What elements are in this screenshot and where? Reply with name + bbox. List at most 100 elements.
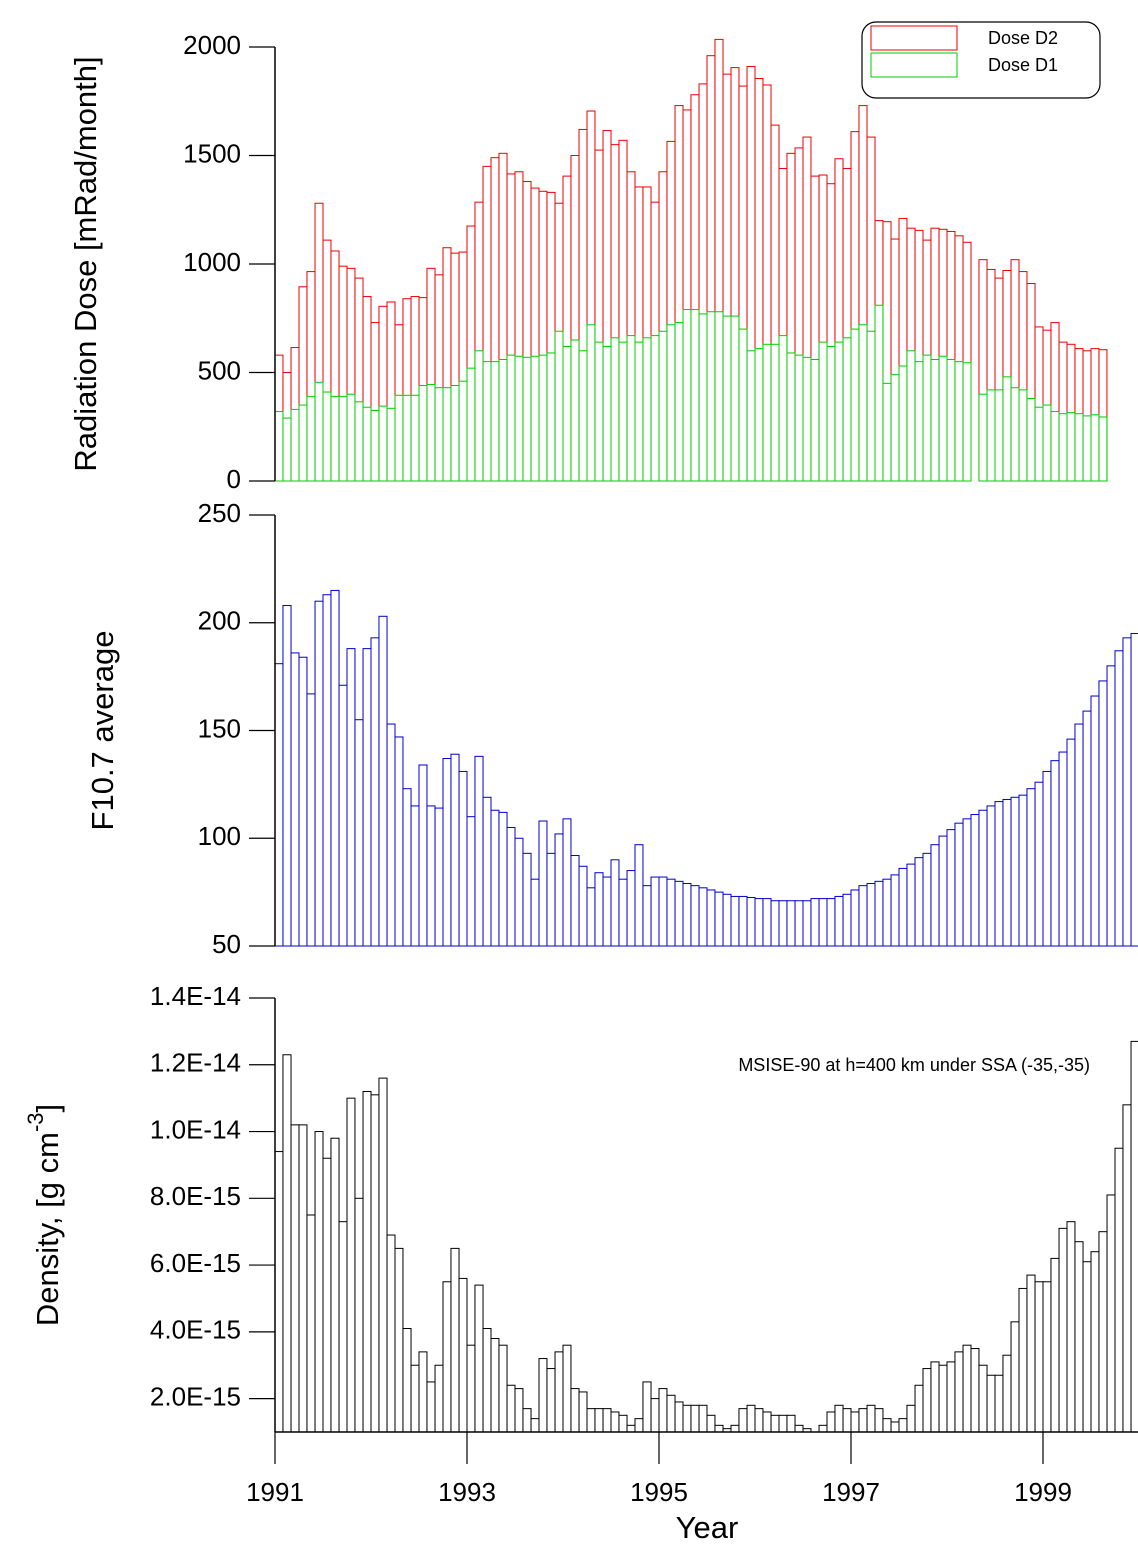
bar — [746, 1404, 756, 1433]
bar — [530, 878, 540, 947]
bar — [586, 1408, 596, 1433]
bar — [282, 1054, 292, 1433]
bar — [706, 889, 716, 947]
bar — [514, 837, 524, 947]
bar — [1002, 798, 1012, 947]
bar — [410, 394, 420, 482]
bar — [458, 380, 468, 482]
bar — [554, 833, 564, 947]
bar — [930, 844, 940, 947]
bar — [906, 1404, 916, 1433]
bar — [650, 876, 660, 947]
bar — [962, 818, 972, 947]
bar — [770, 343, 780, 482]
bar — [314, 600, 324, 947]
bar — [754, 1408, 764, 1433]
bar — [858, 1408, 868, 1433]
bar — [1090, 695, 1100, 947]
x-tick-label: 1995 — [630, 1477, 688, 1507]
bar — [746, 350, 756, 482]
bar — [330, 395, 340, 482]
bar — [826, 345, 836, 482]
bar — [498, 811, 508, 947]
bar — [762, 898, 772, 947]
bar — [554, 1351, 564, 1433]
bar — [1090, 1251, 1100, 1433]
bar — [834, 341, 844, 482]
bar — [1082, 710, 1092, 947]
bar — [1114, 1147, 1124, 1433]
bar — [1034, 1281, 1044, 1433]
bar — [354, 401, 364, 482]
bar — [474, 350, 484, 482]
bar — [730, 895, 740, 947]
bar — [1058, 413, 1068, 482]
bar — [546, 352, 556, 482]
bar — [714, 891, 724, 947]
bar — [458, 1277, 468, 1433]
bar — [786, 1414, 796, 1433]
bar — [338, 1221, 348, 1433]
bar — [346, 393, 356, 482]
y-tick-label: 8.0E-15 — [150, 1181, 241, 1211]
y-tick-label: 1.0E-14 — [150, 1114, 241, 1144]
bar — [730, 1424, 740, 1433]
bar — [1090, 414, 1100, 482]
bar — [1018, 1287, 1028, 1433]
bar — [274, 1151, 284, 1433]
bar — [1002, 376, 1012, 482]
bar — [978, 809, 988, 947]
bar — [618, 878, 628, 947]
bar — [538, 820, 548, 947]
bar — [434, 387, 444, 482]
bar — [778, 900, 788, 947]
bar — [546, 852, 556, 947]
bar — [994, 389, 1004, 482]
bar — [1026, 788, 1036, 947]
bar — [874, 304, 884, 482]
bar — [1130, 633, 1138, 947]
bar — [298, 404, 308, 482]
bar — [1098, 680, 1108, 947]
bar — [1082, 415, 1092, 482]
bar — [914, 361, 924, 482]
bar — [466, 816, 476, 947]
bar — [354, 1197, 364, 1433]
x-tick-label: 1993 — [438, 1477, 496, 1507]
bar — [882, 1418, 892, 1433]
legend-swatch — [870, 25, 958, 51]
bar — [490, 1338, 500, 1433]
bar — [714, 1424, 724, 1433]
y-axis-label-part: ] — [30, 1104, 65, 1113]
bar — [370, 409, 380, 482]
bar — [954, 1351, 964, 1433]
bar — [282, 605, 292, 947]
bar — [1122, 637, 1132, 947]
bar — [1026, 1274, 1036, 1433]
bar — [698, 313, 708, 482]
bar — [346, 1097, 356, 1433]
bar — [602, 345, 612, 482]
bar — [674, 322, 684, 482]
bar — [850, 1411, 860, 1433]
bar — [578, 1391, 588, 1433]
bar — [794, 900, 804, 947]
bar — [618, 341, 628, 482]
bar — [882, 878, 892, 947]
bar — [962, 362, 972, 482]
bar — [362, 1090, 372, 1433]
bar — [930, 1361, 940, 1433]
bar — [450, 385, 460, 482]
y-axis-label-part: Density, [g cm — [30, 1132, 65, 1326]
bar — [466, 1344, 476, 1433]
bar — [1130, 1040, 1138, 1433]
y-tick-label: 500 — [198, 355, 241, 385]
bar — [330, 1137, 340, 1433]
bar — [274, 663, 284, 947]
bar — [874, 880, 884, 947]
bar — [802, 356, 812, 482]
bar — [666, 878, 676, 947]
bar — [330, 589, 340, 947]
bar — [578, 350, 588, 482]
